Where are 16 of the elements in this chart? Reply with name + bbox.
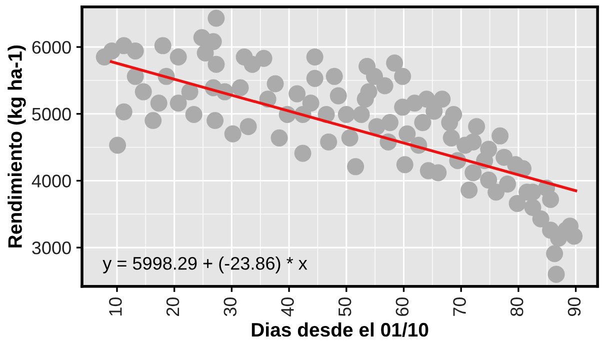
annotation: y = 5998.29 + (-23.86) * x	[102, 256, 308, 274]
x-tick-label: 90	[568, 297, 581, 316]
x-tick-label: 10	[109, 297, 122, 316]
y-tick-label: 5000	[32, 108, 71, 121]
x-tick-label: 80	[510, 297, 524, 316]
x-tick-label: 50	[338, 297, 352, 316]
x-axis-title: Dias desde el 01/10	[252, 322, 428, 337]
y-tick-label: 3000	[32, 242, 71, 254]
y-tick-label: 4000	[32, 174, 71, 188]
x-tick-label: 60	[396, 297, 409, 316]
x-tick-label: 20	[166, 297, 180, 316]
x-tick-label: 70	[453, 297, 466, 316]
x-tick-label: 40	[281, 297, 294, 316]
y-tick-label: 6000	[32, 40, 71, 54]
x-tick-label: 30	[224, 297, 237, 316]
y-axis-title: Rendimiento (kg ha-1)	[8, 45, 26, 248]
